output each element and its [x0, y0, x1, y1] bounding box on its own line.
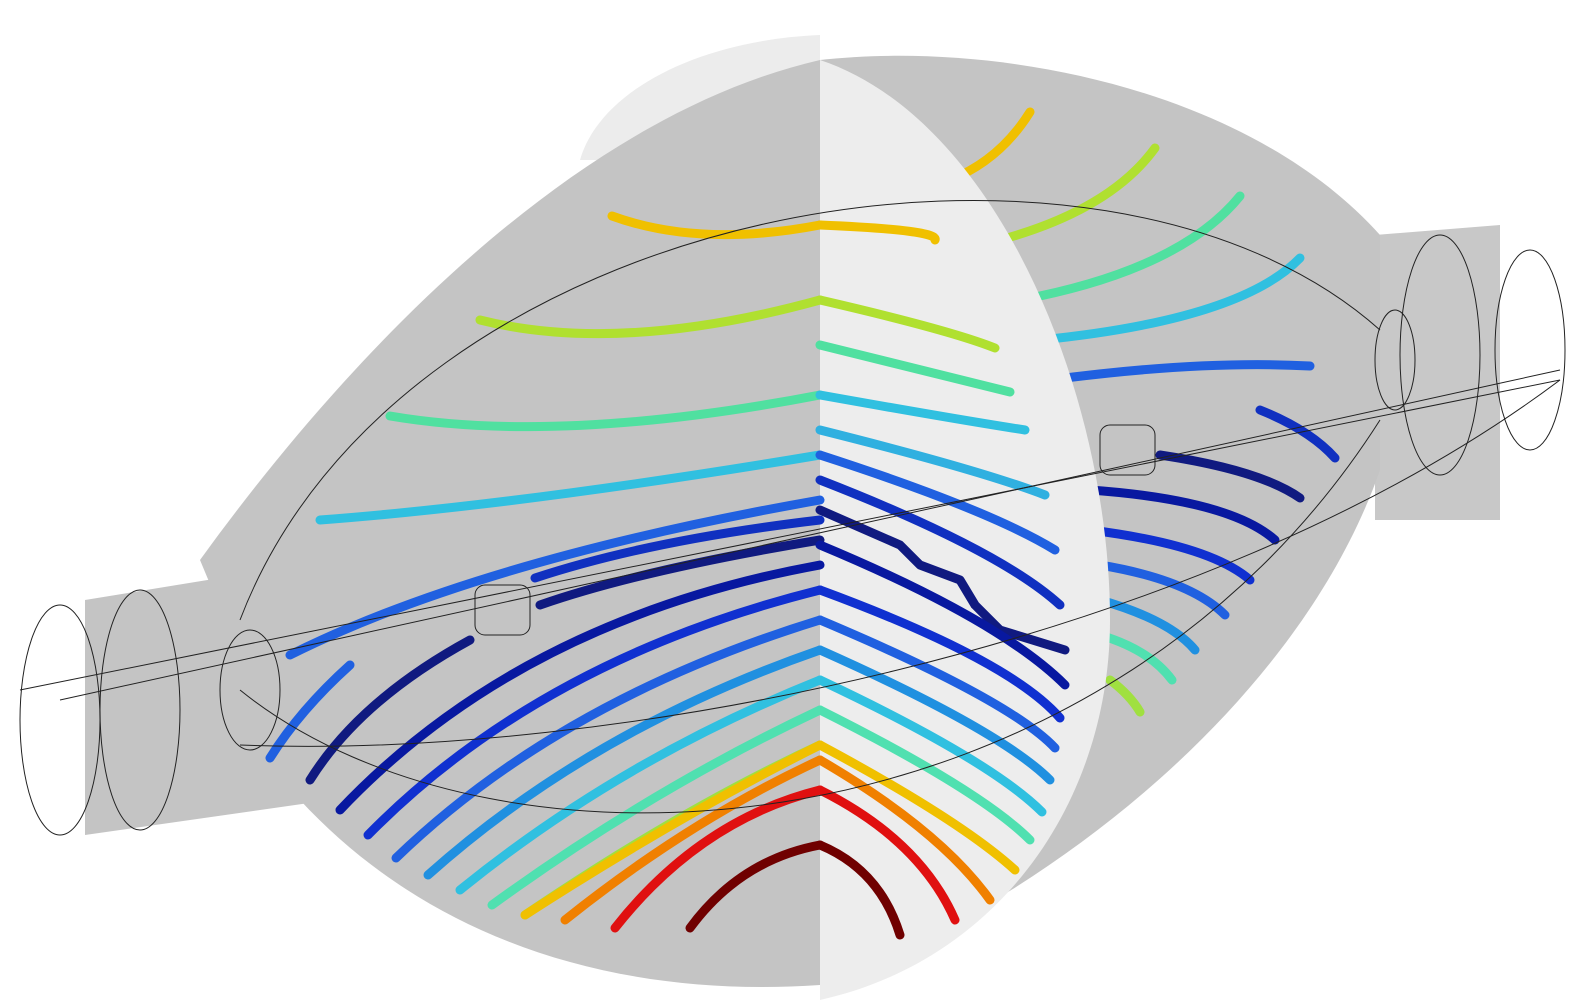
wireframe [19, 379, 1561, 691]
contour [285, 495, 825, 660]
contour [391, 615, 825, 863]
wireframe [219, 629, 281, 751]
contour [455, 675, 825, 895]
contour [385, 390, 825, 432]
contour [815, 295, 1000, 353]
contour [995, 143, 1160, 245]
contour [1105, 675, 1145, 717]
wireframe [1399, 234, 1481, 476]
contour [815, 840, 905, 940]
contour [1035, 253, 1305, 345]
right-pipe [1375, 225, 1500, 520]
contour [815, 390, 1030, 435]
contour [815, 615, 1060, 753]
contour [815, 340, 1015, 397]
contour [265, 660, 355, 763]
contour [815, 705, 1035, 845]
contour [530, 515, 825, 583]
contour [815, 475, 1065, 610]
contour [815, 220, 940, 245]
contour [815, 785, 960, 925]
wireframe [1494, 249, 1566, 451]
contour [475, 295, 825, 339]
contour [815, 450, 1060, 555]
left-pipe [85, 560, 330, 835]
wireframe [239, 419, 1381, 814]
contour [1095, 630, 1177, 685]
contour [1045, 360, 1315, 385]
contour [815, 425, 1050, 500]
contour [815, 740, 1020, 875]
contour [560, 755, 825, 925]
wireframe [474, 584, 531, 636]
wireframe [1099, 424, 1156, 476]
contour [815, 755, 995, 905]
contour [1085, 485, 1280, 545]
wireframe [239, 379, 1561, 747]
contour [305, 535, 825, 785]
contour [363, 585, 825, 840]
contour [423, 645, 825, 880]
contour [1095, 595, 1200, 655]
contour [335, 560, 825, 815]
contour [520, 740, 825, 920]
contour [685, 840, 825, 933]
contour [1155, 450, 1305, 503]
contour [815, 540, 1070, 690]
contour [315, 450, 825, 525]
contour [815, 645, 1055, 785]
contour [610, 785, 825, 933]
wireframe [59, 369, 1561, 701]
contour [815, 675, 1047, 817]
contour [1015, 191, 1245, 305]
wireframe [239, 199, 1381, 621]
wireframe [99, 589, 181, 831]
contour [815, 585, 1065, 723]
wireframe [1374, 309, 1416, 411]
contour [1085, 525, 1255, 585]
contour [607, 211, 825, 240]
contour [487, 705, 825, 910]
